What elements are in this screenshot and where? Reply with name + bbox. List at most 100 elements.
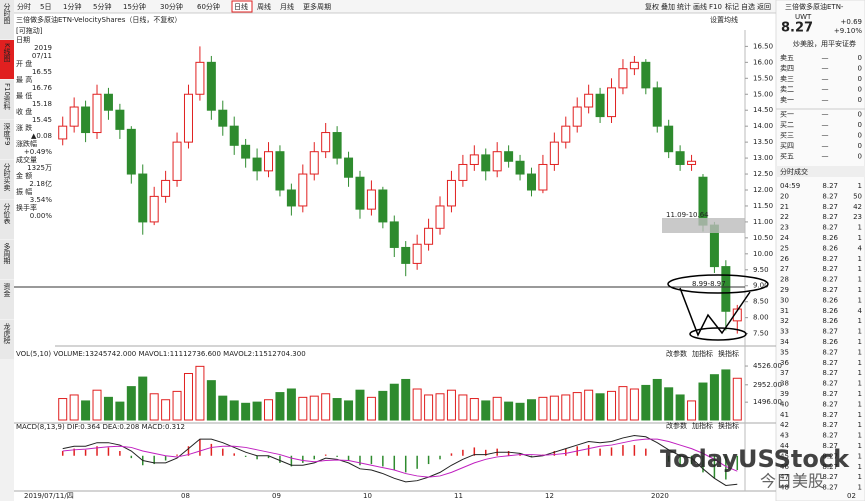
candle-body — [275, 151, 285, 191]
period-button[interactable]: 60分钟 — [197, 2, 220, 11]
candle-body — [687, 160, 697, 165]
watermark: TodayUSStock — [660, 445, 850, 473]
trade-time: 04:59 — [780, 182, 800, 190]
volume-bar — [424, 394, 434, 421]
sidebar-tab[interactable] — [0, 240, 14, 279]
book-price: — — [822, 121, 829, 129]
sidebar-tab[interactable] — [0, 160, 14, 199]
sidebar-tab-label[interactable]: 深度F9 — [3, 122, 11, 145]
candle-body — [195, 61, 205, 95]
volume-bar — [264, 399, 274, 421]
period-button[interactable]: 周线 — [257, 2, 271, 11]
candle-body — [103, 93, 113, 111]
trade-price: 8.27 — [822, 452, 838, 460]
sidebar-tab-label[interactable]: F10资料 — [3, 83, 11, 111]
trade-volume: 1 — [858, 276, 862, 284]
panel-button[interactable]: 加指标 — [692, 349, 713, 358]
candle-body — [309, 151, 319, 175]
ma-settings[interactable]: 设置均线 — [710, 15, 738, 24]
period-button[interactable]: 30分钟 — [160, 2, 183, 11]
tool-button[interactable]: 统计 — [677, 2, 691, 11]
sidebar-tab[interactable] — [0, 120, 14, 159]
sidebar-tab[interactable] — [0, 320, 14, 359]
period-active[interactable] — [231, 0, 253, 13]
tool-button[interactable]: 叠加 — [661, 2, 675, 11]
volume-bar — [572, 392, 582, 421]
tool-button[interactable]: 标记 — [725, 2, 739, 11]
y-tick-label: 1496.00 — [753, 398, 782, 406]
volume-bar — [183, 373, 193, 421]
y-tick-label: 9.00 — [753, 282, 769, 290]
trade-time: 32 — [780, 317, 789, 325]
period-button[interactable]: 1分钟 — [63, 2, 81, 11]
panel-button[interactable]: 换指标 — [718, 349, 739, 358]
volume-bar — [195, 365, 205, 421]
trade-price: 8.27 — [822, 265, 838, 273]
trade-price: 8.27 — [822, 484, 838, 492]
trade-volume: 4 — [858, 244, 863, 252]
trend-arrow — [679, 287, 751, 337]
trade-price: 8.27 — [822, 473, 838, 481]
tool-button[interactable]: 画线 — [693, 2, 707, 11]
sidebar-tab[interactable] — [0, 80, 14, 119]
dif-line — [62, 435, 738, 486]
trade-time: 41 — [780, 411, 789, 419]
period-button[interactable]: 15分钟 — [123, 2, 146, 11]
sidebar-tab-label[interactable]: 龙虎榜 — [3, 322, 11, 345]
info-label: 金 额 — [16, 171, 32, 180]
trade-volume: 4 — [858, 307, 863, 315]
sidebar-tab-label[interactable]: 多周期 — [3, 242, 11, 265]
info-value: 2.18亿 — [29, 179, 52, 188]
trade-price: 8.27 — [822, 369, 838, 377]
period-button[interactable]: 更多周期 — [303, 2, 331, 11]
trade-volume: 1 — [858, 411, 862, 419]
x-tick-label: 08 — [181, 492, 190, 500]
book-label: 买三 — [780, 132, 794, 140]
tool-button[interactable]: F10 — [709, 3, 722, 11]
sidebar-tab-label[interactable]: 分时图 — [3, 2, 11, 25]
volume-bar — [652, 378, 662, 421]
info-label: 涨 跌 — [16, 123, 32, 132]
sidebar-tab-label[interactable]: 分价表 — [3, 202, 11, 225]
info-label: 换手率 — [16, 203, 37, 212]
sidebar-tab-label[interactable]: K线图 — [3, 43, 11, 63]
panel-button[interactable]: 换指标 — [718, 421, 739, 430]
tool-button[interactable]: 自选 — [741, 2, 755, 11]
book-price: — — [822, 153, 829, 161]
trade-price: 8.26 — [822, 296, 838, 304]
volume-bar — [275, 392, 285, 421]
x-tick-label: 11 — [454, 492, 463, 500]
y-tick-label: 4526.00 — [753, 362, 782, 370]
y-tick-label: 16.00 — [753, 58, 773, 66]
sidebar-tab[interactable] — [0, 280, 14, 319]
panel-button[interactable]: 改参数 — [666, 349, 687, 358]
period-button[interactable]: 日线 — [234, 2, 248, 11]
book-volume: 0 — [858, 121, 862, 129]
tool-button[interactable]: 复权 — [645, 2, 659, 11]
panel-button[interactable]: 加指标 — [692, 421, 713, 430]
period-button[interactable]: 分时 — [17, 2, 31, 11]
y-tick-label: 14.00 — [753, 122, 773, 130]
zone-ellipse — [667, 274, 769, 294]
period-button[interactable]: 月线 — [280, 2, 294, 11]
volume-bar — [92, 389, 102, 421]
volume-bar — [309, 395, 319, 421]
trade-time: 42 — [780, 421, 789, 429]
broker-link[interactable]: 炒美股，用平安证券 — [793, 39, 856, 48]
sidebar-tab[interactable] — [0, 0, 14, 39]
period-button[interactable]: 5分钟 — [93, 2, 111, 11]
panel-button[interactable]: 改参数 — [666, 421, 687, 430]
info-label: 日期 — [16, 36, 30, 44]
tool-button[interactable]: 返回 — [757, 3, 771, 11]
period-button[interactable]: 5日 — [40, 3, 51, 11]
trade-time: 30 — [780, 296, 789, 304]
toolbar — [14, 0, 776, 13]
sidebar-tab-label[interactable]: 资金 — [3, 282, 11, 297]
change: +0.69 — [841, 18, 862, 26]
sidebar-tab[interactable] — [0, 200, 14, 239]
trade-price: 8.27 — [822, 390, 838, 398]
volume-bar — [389, 383, 399, 421]
sidebar-tab[interactable] — [0, 40, 14, 79]
sidebar-tab-label[interactable]: 分时买卖 — [3, 162, 11, 192]
candle-body — [161, 179, 171, 197]
